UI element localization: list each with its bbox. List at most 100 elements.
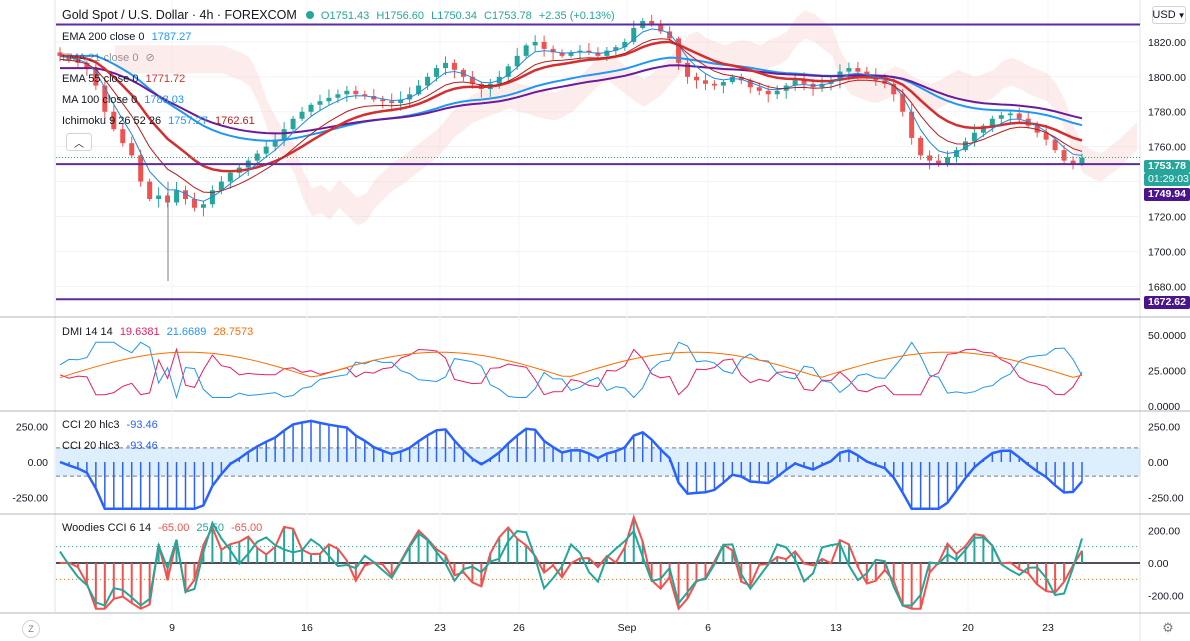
cci2-label: CCI 20 hlc3: [62, 440, 120, 452]
tenkan-line: [59, 28, 1083, 202]
candle-body: [129, 143, 135, 156]
y-tick-label: 1700.00: [1148, 246, 1186, 258]
candle-body: [1043, 132, 1049, 140]
candle-body: [631, 27, 637, 42]
x-tick-label: 13: [830, 622, 842, 634]
candle-body: [702, 80, 708, 84]
candle-body: [1007, 113, 1013, 116]
woodies-value-2: 25.50: [196, 522, 224, 534]
candle-body: [953, 150, 959, 158]
candle-body: [792, 80, 798, 86]
cci-tick-label-left: -250.00: [12, 492, 48, 504]
candle-body: [326, 97, 332, 102]
candle-body: [57, 52, 63, 56]
candle-body: [532, 41, 538, 46]
cci2-legend[interactable]: CCI 20 hlc3 -93.46: [62, 439, 162, 453]
candle-body: [191, 199, 197, 208]
candle-body: [595, 52, 601, 56]
ma100-legend[interactable]: MA 100 close 0 1788.03: [62, 93, 188, 107]
candle-body: [84, 62, 90, 69]
woodies-turbo-line: [59, 520, 1083, 607]
candle-body: [407, 94, 413, 100]
bottom-line-price: 1672.62: [1148, 296, 1186, 308]
candle-body: [344, 90, 350, 95]
candle-body: [514, 55, 520, 67]
y-tick-label: 1760.00: [1148, 142, 1186, 154]
kijun-line: [59, 38, 1083, 194]
ma100-label: MA 100 close 0: [62, 94, 138, 106]
ema55-legend[interactable]: EMA 55 close 0 1771.72: [62, 72, 189, 86]
candle-body: [263, 146, 269, 154]
candle-body: [622, 41, 628, 48]
ohlc-change: +2.35 (+0.13%): [538, 10, 615, 22]
candle-body: [299, 111, 305, 119]
settings-button[interactable]: ⚙: [1158, 619, 1178, 637]
ema200-legend[interactable]: EMA 200 close 0 1787.27: [62, 30, 195, 44]
candle-body: [765, 90, 771, 95]
dmi-minus-line: [59, 341, 1083, 400]
dmi-label: DMI 14 14: [62, 326, 113, 338]
candle-body: [362, 94, 368, 97]
ema55-value: 1771.72: [145, 73, 186, 85]
cci-tick-label-right: -250.00: [1148, 492, 1184, 504]
x-tick-label: 23: [1042, 622, 1054, 634]
candle-body: [218, 181, 224, 191]
candle-body: [568, 52, 574, 56]
woodies-legend[interactable]: Woodies CCI 6 14 -65.00 25.50 -65.00: [62, 521, 266, 535]
zoom-button[interactable]: Z: [22, 620, 40, 638]
candle-body: [729, 76, 735, 83]
currency-label: USD: [1152, 9, 1176, 21]
dmi-plus-line: [59, 347, 1083, 396]
candle-body: [93, 68, 99, 86]
candle-body: [918, 137, 924, 156]
currency-selector[interactable]: USD ▼: [1152, 6, 1186, 24]
candle-body: [604, 50, 610, 56]
candle-body: [1070, 160, 1076, 165]
collapse-legend-button[interactable]: ︿: [66, 133, 92, 151]
woodies-value-3: -65.00: [231, 522, 263, 534]
candle-body: [801, 80, 807, 84]
candle-body: [891, 83, 897, 95]
candle-body: [649, 20, 655, 25]
candle-body: [272, 139, 278, 147]
candle-body: [147, 181, 153, 200]
candle-body: [909, 111, 915, 138]
adx-line: [59, 351, 1083, 379]
cci1-legend[interactable]: CCI 20 hlc3 -93.46: [62, 418, 162, 432]
bottom-line-price-tag: 1672.62: [1144, 296, 1190, 309]
candle-body: [102, 85, 108, 112]
dmi-legend[interactable]: DMI 14 14 19.6381 21.6689 28.7573: [62, 325, 257, 339]
ohlc-open: O1751.43: [320, 10, 370, 22]
dmi-plus-value: 19.6381: [119, 326, 160, 338]
ichimoku-value-2: 1762.61: [214, 115, 255, 127]
candle-body: [111, 111, 117, 130]
candle-body: [971, 132, 977, 142]
woodies-tick-label: 200.00: [1148, 525, 1180, 537]
candle-body: [756, 87, 762, 91]
cci-line: [59, 419, 1083, 511]
y-tick-label: 1720.00: [1148, 211, 1186, 223]
woodies-cci-line: [59, 514, 1083, 611]
symbol-legend: Gold Spot / U.S. Dollar · 4h · FOREXCOM …: [62, 8, 619, 23]
cci2-value: -93.46: [126, 440, 158, 452]
candle-body: [317, 101, 323, 105]
dmi-tick-label: 25.0000: [1148, 366, 1186, 378]
candle-body: [550, 48, 556, 53]
ema21-label: EMA 21 close 0: [62, 52, 139, 64]
candle-body: [685, 62, 691, 77]
candle-body: [855, 68, 861, 72]
ema21-legend[interactable]: EMA 21 close 0 ⊘: [62, 51, 159, 65]
candle-body: [120, 129, 126, 144]
ema55-line: [59, 40, 1083, 173]
candle-body: [1052, 139, 1058, 151]
eye-off-icon[interactable]: ⊘: [145, 52, 155, 64]
candle-body: [308, 104, 314, 112]
candle-body: [819, 83, 825, 88]
candle-body: [183, 190, 189, 200]
ohlc-high: H1756.60: [376, 10, 425, 22]
candle-body: [900, 94, 906, 112]
woodies-value-1: -65.00: [158, 522, 190, 534]
ichimoku-legend[interactable]: Ichimoku 9 26 52 26 1757.27 1762.61: [62, 114, 259, 128]
